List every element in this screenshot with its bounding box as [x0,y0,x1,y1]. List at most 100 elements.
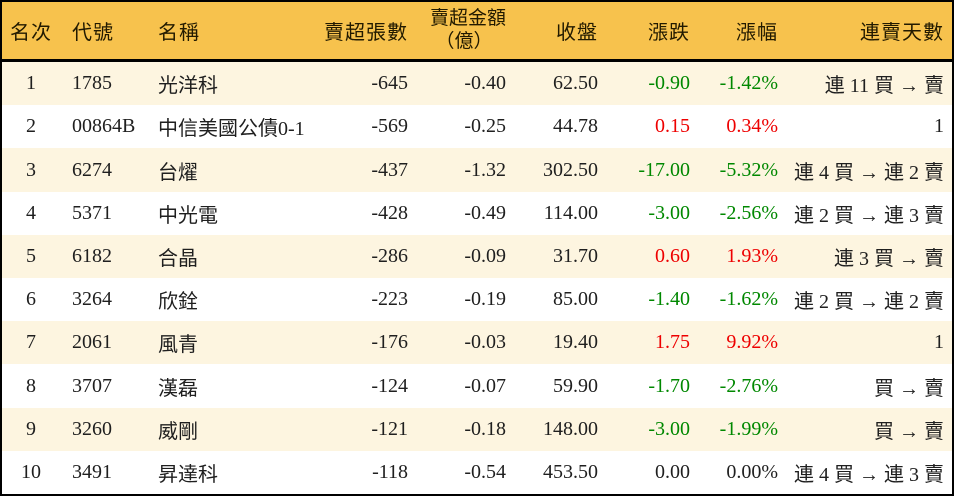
header-code: 代號 [72,22,114,44]
cell-sell-amount: -0.07 [464,374,506,397]
cell-rank: 4 [26,201,36,224]
header-sell-volume: 賣超張數 [324,22,408,44]
cell-sell-volume: -223 [371,288,408,311]
cell-change-pct: -1.62% [719,288,778,311]
cell-name: 台燿 [158,161,198,184]
header-close: 收盤 [556,22,598,44]
cell-rank: 7 [26,331,36,354]
table-row: 4 5371 中光電 -428 -0.49 114.00 -3.00 -2.56… [2,191,952,235]
cell-change: -1.40 [648,288,690,311]
cell-code: 2061 [72,331,112,354]
cell-code: 3260 [72,417,112,440]
cell-name: 中信美國公債0-1 [158,118,305,141]
table-row: 6 3264 欣銓 -223 -0.19 85.00 -1.40 -1.62% … [2,278,952,322]
cell-streak: 連 11 買 → 賣 [824,75,944,98]
cell-change: 0.15 [655,115,690,138]
cell-sell-volume: -569 [371,115,408,138]
table-header-row: 名次 代號 名稱 賣超張數 賣超金額 （億） 收盤 漲跌 漲幅 連賣天數 [2,2,952,62]
cell-rank: 6 [26,288,36,311]
table-row: 3 6274 台燿 -437 -1.32 302.50 -17.00 -5.32… [2,148,952,192]
cell-sell-volume: -645 [371,72,408,95]
cell-close: 19.40 [553,331,598,354]
cell-sell-amount: -0.25 [464,115,506,138]
cell-sell-volume: -437 [371,158,408,181]
cell-close: 453.50 [543,460,598,483]
cell-change-pct: -2.76% [719,374,778,397]
cell-sell-amount: -0.54 [464,460,506,483]
cell-change-pct: 0.34% [726,115,778,138]
cell-change: -17.00 [638,158,690,181]
header-name: 名稱 [158,22,200,44]
cell-rank: 10 [21,460,41,483]
cell-rank: 9 [26,417,36,440]
cell-sell-volume: -286 [371,244,408,267]
header-streak: 連賣天數 [860,22,944,44]
cell-close: 302.50 [543,158,598,181]
header-change: 漲跌 [648,22,690,44]
cell-change: 1.75 [655,331,690,354]
cell-name: 光洋科 [158,75,218,98]
cell-streak: 連 3 買 → 賣 [834,247,944,270]
cell-change-pct: -5.32% [719,158,778,181]
table-row: 1 1785 光洋科 -645 -0.40 62.50 -0.90 -1.42%… [2,62,952,106]
cell-sell-amount: -0.40 [464,72,506,95]
header-rank: 名次 [10,22,52,44]
cell-sell-amount: -0.09 [464,244,506,267]
cell-sell-volume: -121 [371,417,408,440]
cell-change-pct: -1.99% [719,417,778,440]
cell-code: 6182 [72,244,112,267]
cell-close: 114.00 [543,201,598,224]
cell-change-pct: -1.42% [719,72,778,95]
cell-streak: 買 → 賣 [874,377,944,400]
cell-sell-volume: -124 [371,374,408,397]
table-row: 10 3491 昇達科 -118 -0.54 453.50 0.00 0.00%… [2,450,952,495]
cell-streak: 連 4 買 → 連 3 賣 [794,463,944,486]
table-row: 7 2061 風青 -176 -0.03 19.40 1.75 9.92% 1 [2,321,952,365]
cell-close: 44.78 [553,115,598,138]
cell-change: -3.00 [648,417,690,440]
cell-sell-amount: -0.03 [464,331,506,354]
cell-change: 0.00 [655,460,690,483]
cell-streak: 1 [934,331,944,354]
cell-streak: 買 → 賣 [874,420,944,443]
table-row: 9 3260 威剛 -121 -0.18 148.00 -3.00 -1.99%… [2,407,952,451]
cell-rank: 8 [26,374,36,397]
cell-change: 0.60 [655,244,690,267]
cell-change-pct: -2.56% [719,201,778,224]
cell-name: 威剛 [158,420,198,443]
header-sell-amount: 賣超金額 （億） [408,8,506,53]
table-row: 8 3707 漢磊 -124 -0.07 59.90 -1.70 -2.76% … [2,364,952,408]
cell-streak: 連 2 買 → 連 2 賣 [794,291,944,314]
cell-streak: 1 [934,115,944,138]
header-sell-amount-line1: 賣超金額 [429,8,506,30]
cell-rank: 5 [26,244,36,267]
table-body: 1 1785 光洋科 -645 -0.40 62.50 -0.90 -1.42%… [2,62,952,495]
cell-code: 3264 [72,288,112,311]
cell-rank: 3 [26,158,36,181]
cell-name: 昇達科 [158,463,218,486]
cell-code: 00864B [72,115,136,138]
cell-streak: 連 2 買 → 連 3 賣 [794,204,944,227]
cell-code: 3707 [72,374,112,397]
cell-name: 風青 [158,334,198,357]
cell-sell-amount: -0.18 [464,417,506,440]
cell-code: 1785 [72,72,112,95]
cell-rank: 2 [26,115,36,138]
cell-change-pct: 1.93% [726,244,778,267]
cell-streak: 連 4 買 → 連 2 賣 [794,161,944,184]
cell-change: -3.00 [648,201,690,224]
cell-sell-volume: -176 [371,331,408,354]
cell-change: -0.90 [648,72,690,95]
cell-code: 5371 [72,201,112,224]
cell-sell-volume: -118 [372,460,408,483]
cell-sell-amount: -0.49 [464,201,506,224]
cell-change-pct: 9.92% [726,331,778,354]
cell-close: 148.00 [543,417,598,440]
table-row: 5 6182 合晶 -286 -0.09 31.70 0.60 1.93% 連 … [2,234,952,279]
header-change-pct: 漲幅 [736,22,778,44]
cell-code: 3491 [72,460,112,483]
table-row: 2 00864B 中信美國公債0-1 -569 -0.25 44.78 0.15… [2,105,952,149]
cell-name: 漢磊 [158,377,198,400]
cell-code: 6274 [72,158,112,181]
